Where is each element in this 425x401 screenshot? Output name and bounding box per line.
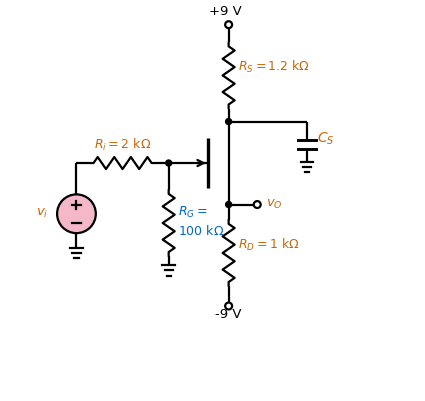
Text: -9 V: -9 V — [215, 308, 242, 320]
Circle shape — [254, 201, 261, 208]
Circle shape — [225, 21, 232, 28]
Text: $R_i = 2\ \mathrm{k\Omega}$: $R_i = 2\ \mathrm{k\Omega}$ — [94, 137, 151, 153]
Text: $R_D = 1\ \mathrm{k\Omega}$: $R_D = 1\ \mathrm{k\Omega}$ — [238, 237, 299, 253]
Text: $R_G =$: $R_G =$ — [178, 205, 207, 221]
Circle shape — [226, 119, 232, 125]
Text: $v_O$: $v_O$ — [266, 198, 282, 211]
Circle shape — [226, 202, 232, 208]
Circle shape — [57, 194, 96, 233]
Text: $R_S = 1.2\ \mathrm{k\Omega}$: $R_S = 1.2\ \mathrm{k\Omega}$ — [238, 59, 309, 75]
Circle shape — [225, 302, 232, 310]
Text: $C_S$: $C_S$ — [317, 131, 335, 147]
Text: $v_i$: $v_i$ — [37, 207, 49, 220]
Text: +9 V: +9 V — [209, 4, 241, 18]
Text: $100\ \mathrm{k\Omega}$: $100\ \mathrm{k\Omega}$ — [178, 224, 224, 238]
Circle shape — [166, 160, 172, 166]
